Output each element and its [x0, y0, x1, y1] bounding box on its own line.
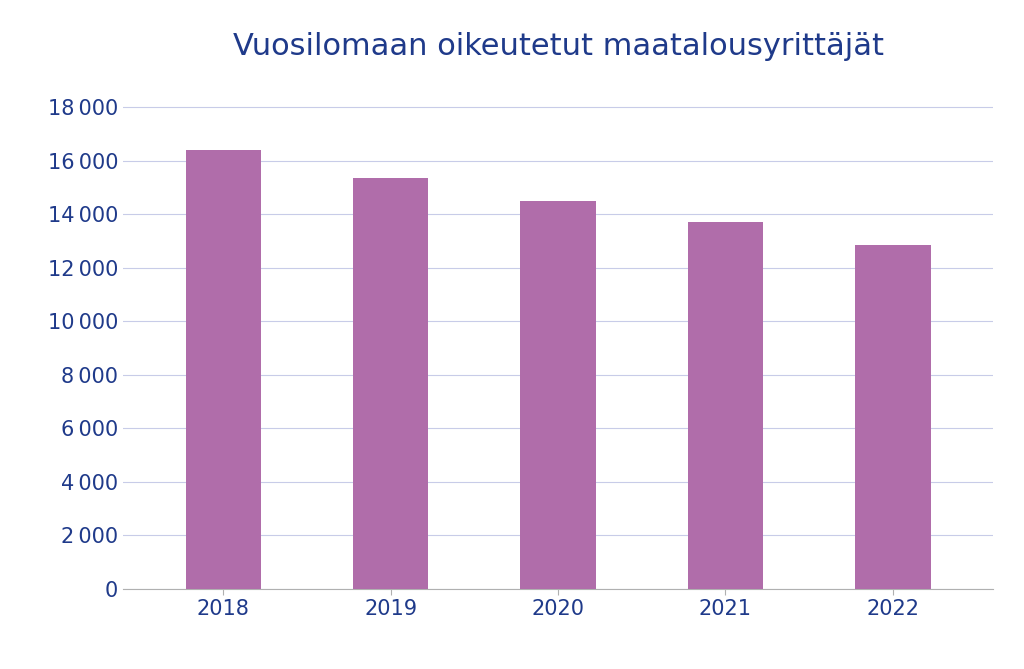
Title: Vuosilomaan oikeutetut maatalousyrittäjät: Vuosilomaan oikeutetut maatalousyrittäjä… — [232, 32, 884, 62]
Bar — [688, 222, 763, 589]
Bar — [520, 201, 596, 589]
Bar — [855, 245, 931, 589]
Bar — [353, 178, 428, 589]
Bar — [185, 150, 261, 589]
